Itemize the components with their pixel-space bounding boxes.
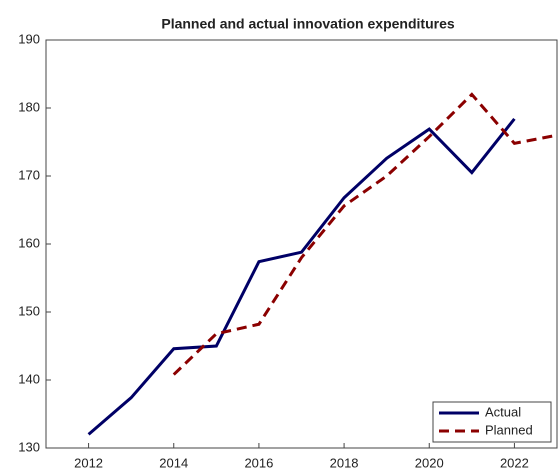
y-tick-label: 180	[18, 99, 40, 114]
chart-title: Planned and actual innovation expenditur…	[161, 16, 454, 32]
y-tick-label: 150	[18, 303, 40, 318]
legend-box	[432, 401, 552, 443]
x-tick-label: 2022	[500, 455, 529, 470]
y-tick-label: 140	[18, 371, 40, 386]
plot-area	[45, 39, 558, 449]
y-tick-label: 130	[18, 439, 40, 454]
y-tick-label: 160	[18, 235, 40, 250]
series-line	[172, 92, 558, 376]
legend-label: Actual	[485, 404, 521, 419]
y-tick-label: 170	[18, 167, 40, 182]
x-tick-label: 2020	[415, 455, 444, 470]
legend-label: Planned	[485, 422, 533, 437]
x-tick-label: 2016	[244, 455, 273, 470]
x-tick-label: 2018	[330, 455, 359, 470]
x-tick-label: 2014	[159, 455, 188, 470]
series-line	[87, 117, 516, 436]
x-tick-label: 2012	[74, 455, 103, 470]
y-tick-label: 190	[18, 31, 40, 46]
